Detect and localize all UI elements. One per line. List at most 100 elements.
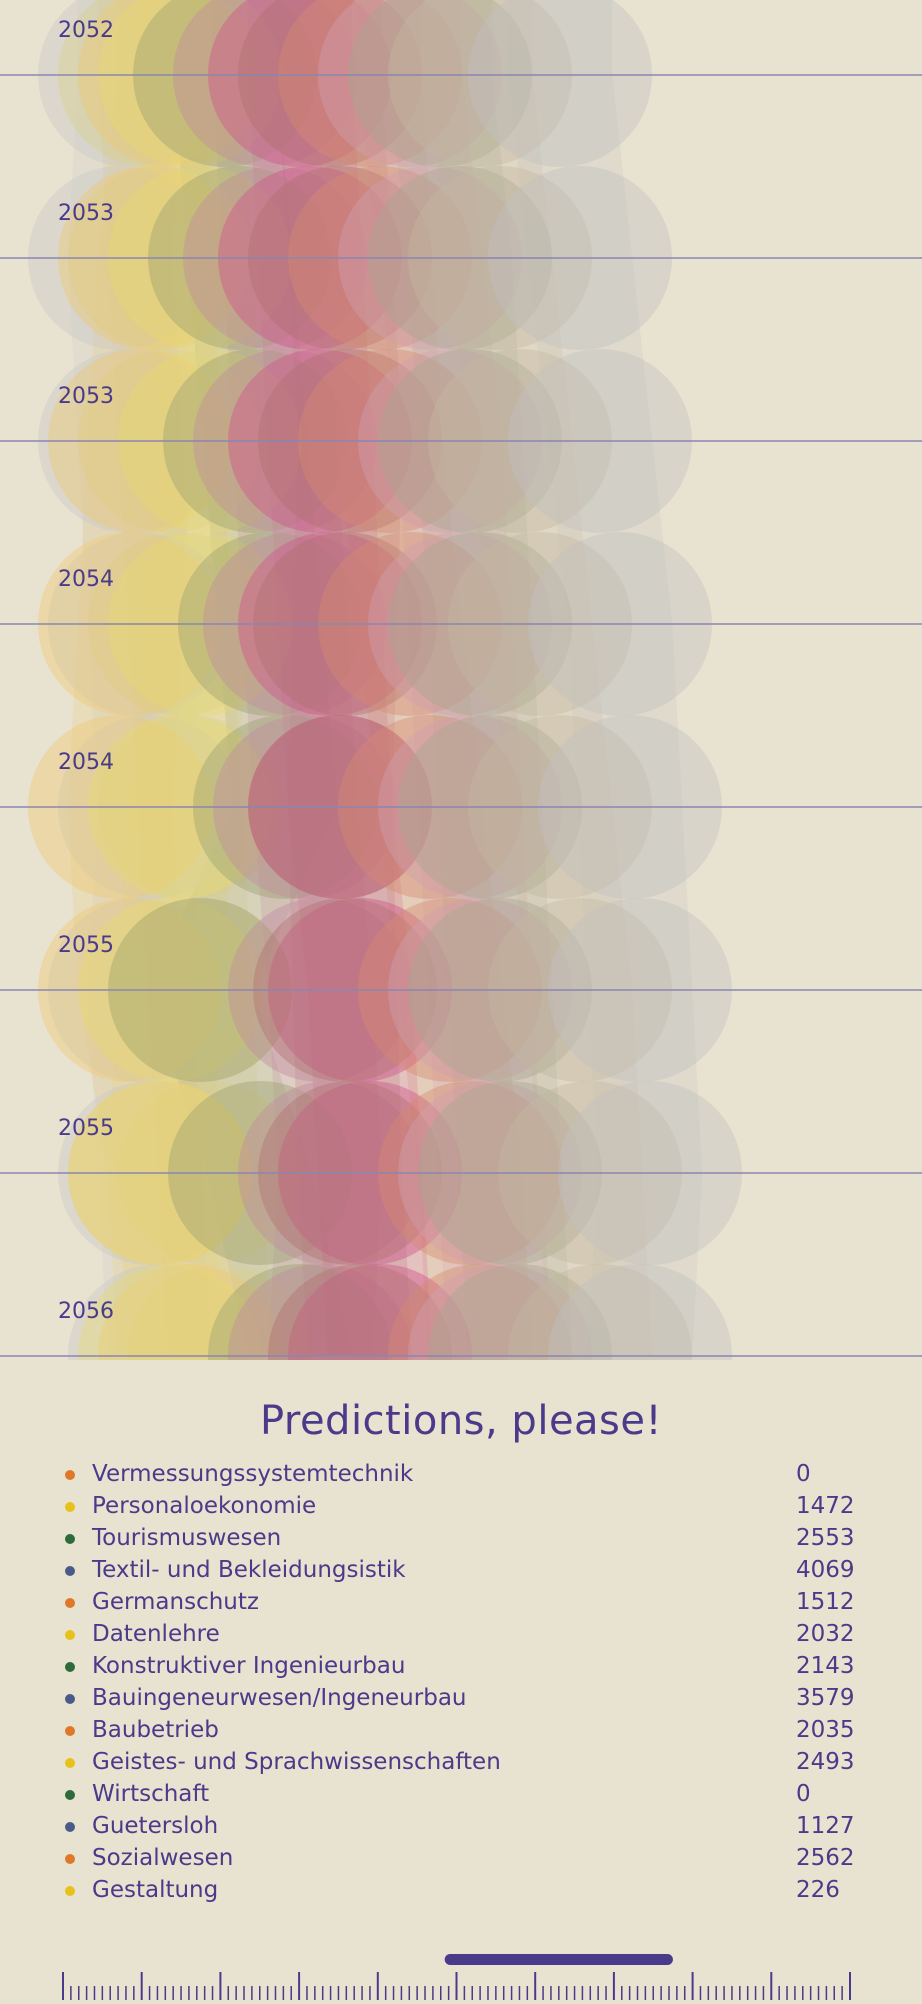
year-label-0: 2052 [58,18,114,43]
legend-item: Vermessungssystemtechnik 0 [0,1458,922,1490]
bubble-series-3-row-7 [78,1264,262,1360]
legend-item: Geistes- und Sprachwissenschaften 2493 [0,1746,922,1778]
bubble-series-8-row-0 [278,0,462,167]
legend-value: 3579 [796,1685,855,1711]
legend-dot-icon [65,1598,75,1608]
legend-label: Sozialwesen [92,1845,234,1871]
legend-label: Konstruktiver Ingenieurbau [92,1653,406,1679]
legend-dot-icon [65,1758,75,1768]
bubble-series-2-row-0 [78,0,262,167]
legend-label: Baubetrieb [92,1717,219,1743]
legend-label: Bauingeneurwesen/Ingeneurbau [92,1685,467,1711]
legend-value: 1512 [796,1589,855,1615]
legend-dot-icon [65,1726,75,1736]
bubble-series-6-row-7 [288,1264,472,1360]
legend-list: Vermessungssystemtechnik 0 Personaloekonom… [0,1458,922,1906]
bubble-series-12-row-0 [468,0,652,167]
legend-dot-icon [65,1502,75,1512]
bubble-series-7-row-7 [268,1264,452,1360]
bubble-series-4-row-0 [133,0,317,167]
legend-dot-icon [65,1790,75,1800]
series-band-6 [247,0,433,1356]
legend-item: Germanschutz 1512 [0,1586,922,1618]
legend-dot-icon [65,1854,75,1864]
series-band-0 [67,0,213,1356]
legend-label: Guetersloh [92,1813,219,1839]
legend-label: Geistes- und Sprachwissenschaften [92,1749,501,1775]
legend-dot-icon [65,1822,75,1832]
bubble-series-0-row-0 [38,0,222,167]
bubble-series-6-row-0 [208,0,392,167]
bubble-series-10-row-0 [348,0,532,167]
legend-label: Tourismuswesen [92,1525,282,1551]
series-band-7 [277,0,413,1356]
timeline-range-handle[interactable] [444,1954,673,1965]
legend-label: Vermessungssystemtechnik [92,1461,414,1487]
bubble-series-8-row-7 [388,1264,572,1360]
legend-item: Baubetrieb 2035 [0,1714,922,1746]
legend-value: 1472 [796,1493,855,1519]
legend-value: 2562 [796,1845,855,1871]
page-title: Predictions, please! [259,1398,663,1444]
timeline-svg[interactable] [0,1950,922,2000]
legend-label: Germanschutz [92,1589,259,1615]
series-band-12 [507,0,703,1356]
legend-value: 4069 [796,1557,855,1583]
series-band-8 [317,0,533,1356]
bubble-series-3-row-0 [98,0,282,167]
year-label-3: 2054 [58,567,114,592]
series-band-2 [67,0,243,1356]
series-band-11 [427,0,653,1356]
legend-dot-icon [65,1662,75,1672]
series-band-1 [97,0,273,1356]
year-label-6: 2055 [58,1116,114,1141]
legend-item: Personaloekonomie 1472 [0,1490,922,1522]
series-band-4 [147,0,353,1356]
bubble-series-11-row-7 [508,1264,692,1360]
bubble-series-5-row-7 [228,1264,412,1360]
legend-dot-icon [65,1694,75,1704]
timeline-slider[interactable] [0,1950,922,2000]
legend-section: Predictions, please! Vermessungssystemte… [0,1360,922,1906]
year-label-4: 2054 [58,750,114,775]
legend-value: 1127 [796,1813,855,1839]
legend-label: Datenlehre [92,1621,220,1647]
legend-value: 2493 [796,1749,855,1775]
legend-item: Bauingeneurwesen/Ingeneurbau 3579 [0,1682,922,1714]
bubble-series-12-row-7 [548,1264,732,1360]
legend-dot-icon [65,1630,75,1640]
bubble-series-11-row-0 [388,0,572,167]
legend-item: Guetersloh 1127 [0,1810,922,1842]
series-band-10 [387,0,573,1356]
legend-value: 226 [796,1877,840,1903]
legend-dot-icon [65,1470,75,1480]
year-label-2: 2053 [58,384,114,409]
legend-item: Sozialwesen 2562 [0,1842,922,1874]
year-label-7: 2056 [58,1299,114,1324]
legend-value: 2035 [796,1717,855,1743]
year-label-5: 2055 [58,933,114,958]
legend-dot-icon [65,1534,75,1544]
bubble-series-7-row-0 [238,0,422,167]
bubble-series-5-row-0 [173,0,357,167]
bubble-series-10-row-7 [428,1264,612,1360]
bubble-chart: 2052 2053 2053 2054 2054 2055 2055 2056 [0,0,922,1360]
legend-item: Textil- und Bekleidungsistik 4069 [0,1554,922,1586]
legend-dot-icon [65,1886,75,1896]
legend-dot-icon [65,1566,75,1576]
series-band-5 [212,0,383,1356]
legend-label: Personaloekonomie [92,1493,317,1519]
chart-svg: 2052 2053 2053 2054 2054 2055 2055 2056 [0,0,922,1360]
legend-item: Tourismuswesen 2553 [0,1522,922,1554]
series-band-9 [357,0,553,1356]
legend-label: Textil- und Bekleidungsistik [92,1557,406,1583]
bubble-series-4-row-7 [208,1264,392,1360]
series-band-3 [107,0,263,1356]
legend-item: Konstruktiver Ingenieurbau 2143 [0,1650,922,1682]
bubble-series-9-row-7 [408,1264,592,1360]
legend-item: Datenlehre 2032 [0,1618,922,1650]
legend-value: 0 [796,1461,811,1487]
legend-item: Wirtschaft 0 [0,1778,922,1810]
year-label-1: 2053 [58,201,114,226]
bubble-series-0-row-7 [68,1264,252,1360]
